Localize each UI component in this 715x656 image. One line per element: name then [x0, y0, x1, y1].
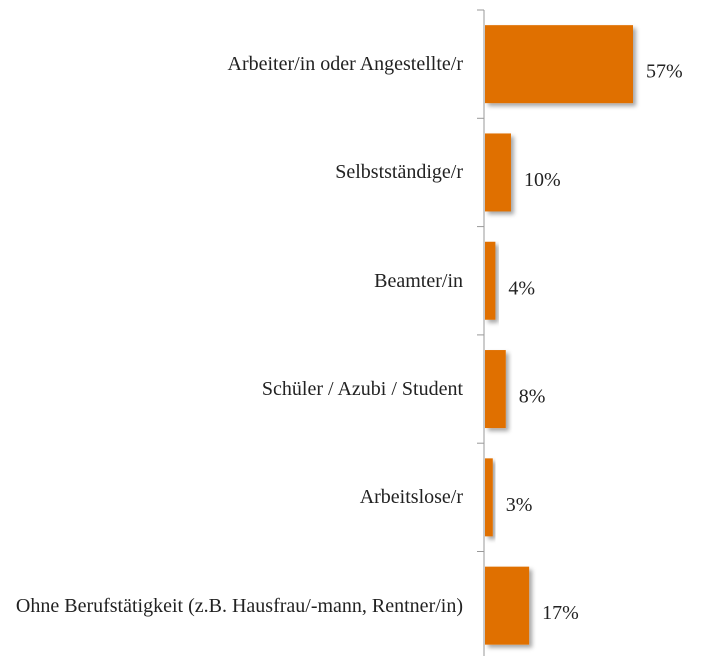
- value-label: 17%: [542, 602, 579, 624]
- category-label: Schüler / Azubi / Student: [261, 378, 463, 401]
- value-label: 3%: [506, 494, 533, 516]
- value-label: 4%: [508, 277, 535, 299]
- category-label: Arbeitslose/r: [359, 486, 463, 509]
- bar: [485, 25, 633, 104]
- category-label: Ohne Berufstätigkeit (z.B. Hausfrau/-man…: [15, 594, 463, 617]
- bar: [485, 458, 493, 537]
- category-label: Beamter/in: [374, 269, 463, 292]
- bar: [485, 241, 496, 320]
- category-label: Arbeiter/in oder Angestellte/r: [227, 53, 463, 76]
- value-label: 57%: [646, 61, 683, 83]
- bar: [485, 133, 511, 212]
- category-label: Selbstständige/r: [335, 161, 463, 184]
- bar: [485, 350, 506, 429]
- bar: [485, 566, 530, 645]
- value-label: 10%: [524, 169, 561, 191]
- value-label: 8%: [519, 386, 546, 408]
